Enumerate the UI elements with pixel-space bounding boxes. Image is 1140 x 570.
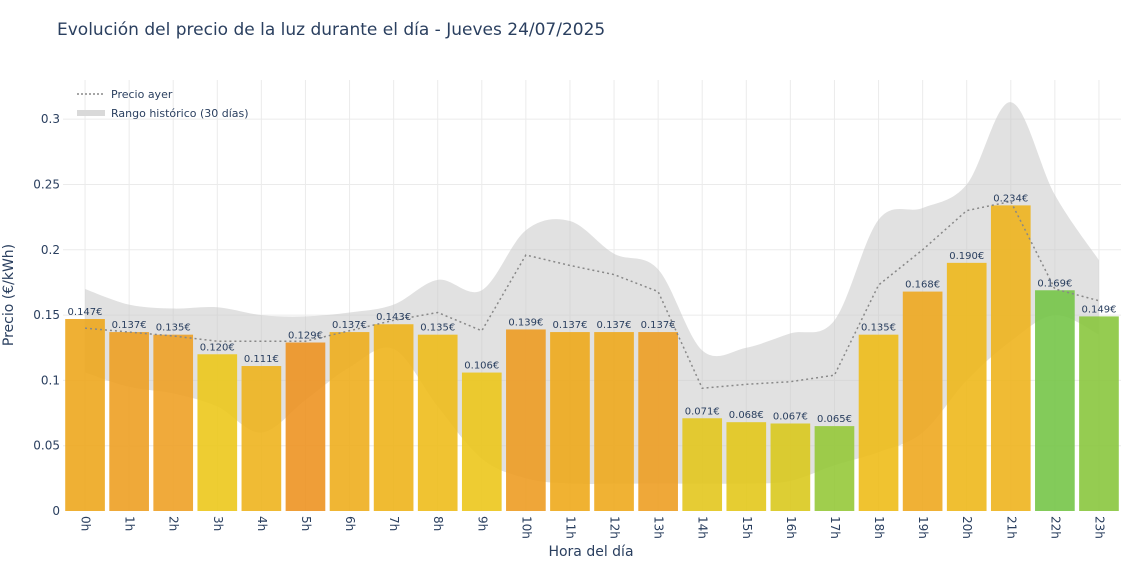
bar-6h [329, 332, 370, 511]
x-tick-label: 12h [608, 516, 622, 539]
y-tick-label: 0.3 [41, 112, 60, 126]
bar-value-label: 0.169€ [1037, 278, 1072, 289]
bar-22h [1035, 290, 1075, 511]
x-tick-label: 8h [431, 516, 445, 531]
x-tick-label: 21h [1004, 516, 1018, 539]
bar-13h [638, 332, 678, 511]
bar-value-label: 0.143€ [376, 312, 411, 323]
bar-16h [770, 423, 811, 511]
x-tick-label: 23h [1092, 516, 1106, 539]
bar-layer [65, 205, 1119, 511]
bar-20h [946, 262, 987, 511]
x-tick-label: 2h [167, 516, 181, 531]
bar-0h [65, 319, 105, 511]
bar-11h [550, 332, 590, 511]
historic-range-area [85, 102, 1099, 484]
x-tick-label: 13h [652, 516, 666, 539]
bar-value-label: 0.137€ [597, 320, 632, 331]
x-tick-label: 4h [255, 516, 269, 531]
x-tick-label: 1h [123, 516, 137, 531]
x-tick-label: 5h [299, 516, 313, 531]
legend: Precio ayer Rango histórico (30 días) [77, 88, 249, 120]
chart-title: Evolución del precio de la luz durante e… [57, 20, 606, 40]
x-tick-label: 20h [960, 516, 974, 539]
bar-value-label: 0.139€ [508, 317, 543, 328]
yesterday-line [84, 200, 1100, 390]
legend-item-range: Rango histórico (30 días) [111, 107, 249, 120]
axis-layer: 0 0.05 0.1 0.15 0.2 0.25 0.3 0h 1h 2h 3h 4h 5h 6h 7h 8h… [33, 112, 1106, 539]
bar-value-label: 0.068€ [729, 410, 764, 421]
bar-label-layer: 0.147€ 0.137€ 0.135€ 0.120€ 0.111€ 0.129€ 0.13… [68, 193, 1117, 425]
bar-value-label: 0.137€ [552, 320, 587, 331]
bar-12h [594, 332, 634, 511]
bar-value-label: 0.147€ [68, 307, 103, 318]
bar-17h [814, 426, 855, 511]
y-tick-label: 0 [52, 504, 60, 518]
y-tick-label: 0.2 [41, 243, 60, 257]
bar-3h [197, 354, 238, 511]
bar-value-label: 0.067€ [773, 411, 808, 422]
bar-value-label: 0.071€ [685, 406, 720, 417]
x-tick-label: 17h [828, 516, 842, 539]
legend-item-yesterday: Precio ayer [111, 88, 173, 101]
bar-value-label: 0.234€ [993, 193, 1028, 204]
x-tick-label: 16h [784, 516, 798, 539]
x-tick-label: 3h [211, 516, 225, 531]
bar-1h [109, 332, 149, 511]
bar-value-label: 0.137€ [332, 320, 367, 331]
x-axis-label: Hora del día [548, 544, 633, 560]
bar-value-label: 0.137€ [641, 320, 676, 331]
y-axis-label: Precio (€/kWh) [1, 244, 17, 346]
bar-value-label: 0.065€ [817, 414, 852, 425]
bar-value-label: 0.135€ [156, 323, 191, 334]
bar-15h [726, 422, 767, 511]
bar-value-label: 0.135€ [420, 323, 455, 334]
x-tick-label: 7h [387, 516, 401, 531]
y-tick-label: 0.25 [33, 177, 60, 191]
bar-5h [285, 342, 326, 511]
yesterday-price-line [84, 200, 1100, 390]
y-tick-label: 0.15 [33, 308, 60, 322]
bar-14h [682, 418, 723, 511]
x-tick-label: 0h [79, 516, 93, 531]
bar-7h [373, 324, 414, 511]
bar-9h [461, 372, 502, 511]
y-tick-label: 0.1 [41, 373, 60, 387]
bar-value-label: 0.190€ [949, 251, 984, 262]
x-tick-label: 10h [519, 516, 533, 539]
x-tick-label: 6h [343, 516, 357, 531]
historic-range-band [85, 102, 1099, 484]
bar-value-label: 0.129€ [288, 331, 323, 342]
bar-2h [153, 334, 194, 511]
bar-value-label: 0.106€ [464, 361, 499, 372]
x-tick-label: 18h [872, 516, 886, 539]
bar-4h [241, 366, 282, 511]
bar-23h [1079, 316, 1119, 511]
bar-value-label: 0.137€ [112, 320, 147, 331]
x-tick-label: 22h [1048, 516, 1062, 539]
x-tick-label: 9h [475, 516, 489, 531]
bar-18h [858, 334, 899, 511]
bar-21h [990, 205, 1031, 511]
x-tick-label: 15h [740, 516, 754, 539]
bar-value-label: 0.168€ [905, 280, 940, 291]
x-tick-label: 14h [696, 516, 710, 539]
bar-value-label: 0.111€ [244, 354, 279, 365]
bar-value-label: 0.135€ [861, 323, 896, 334]
x-tick-label: 11h [563, 516, 577, 539]
bar-value-label: 0.149€ [1081, 304, 1116, 315]
bar-value-label: 0.120€ [200, 342, 235, 353]
bar-8h [417, 334, 458, 511]
bar-19h [902, 291, 943, 511]
x-tick-label: 19h [916, 516, 930, 539]
y-tick-label: 0.05 [33, 439, 60, 453]
bar-10h [506, 329, 546, 511]
